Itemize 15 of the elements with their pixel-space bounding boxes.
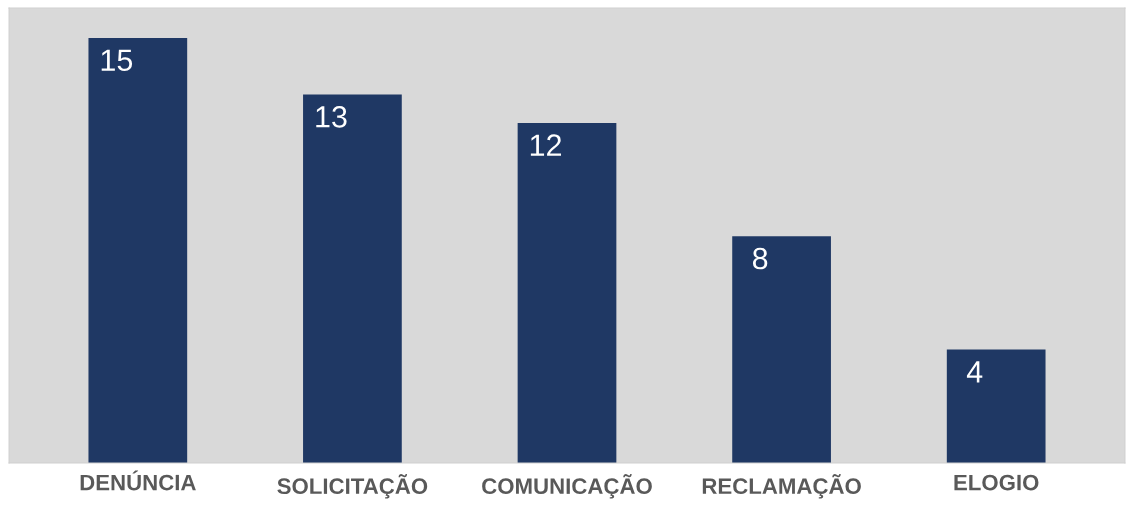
x-tick-label: ELOGIO [954, 474, 1039, 491]
bar [732, 236, 831, 463]
bar [303, 94, 402, 463]
data-label: 12 [530, 134, 561, 156]
data-label: 13 [316, 106, 347, 128]
data-label: 15 [101, 49, 133, 71]
x-tick-label: COMUNICAÇÃO [482, 474, 652, 499]
bar [517, 122, 617, 463]
x-tick-label: RECLAMAÇÃO [702, 474, 861, 499]
bar [88, 37, 188, 463]
data-label: 4 [966, 361, 983, 383]
data-label: 8 [752, 247, 768, 270]
bar [946, 349, 1046, 463]
x-tick-label: DENÚNCIA [80, 470, 196, 491]
x-tick-label: SOLICITAÇÃO [277, 474, 428, 499]
